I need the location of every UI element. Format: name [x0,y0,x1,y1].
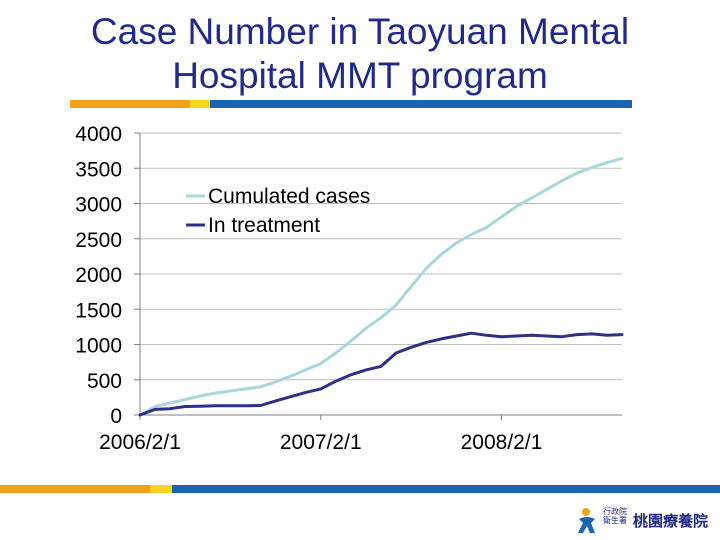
chart-gridlines [140,132,622,381]
y-tick-label: 3000 [75,194,122,217]
chart-legend: Cumulated cases In treatment [186,185,370,237]
y-tick-label: 500 [87,370,122,393]
x-tick-label: 2006/2/1 [99,431,181,454]
title-accent-bar-orange [70,100,190,108]
series-line-cumulated-cases [138,156,624,417]
logo-agency-line-1: 行政院 [603,507,627,516]
logo-hospital-name: 桃園療養院 [633,513,709,530]
y-tick-label: 2500 [75,229,122,252]
y-tick-label: 4000 [75,123,122,146]
legend-label-cumulated-cases: Cumulated cases [208,185,370,208]
x-tick-label: 2008/2/1 [461,431,543,454]
title-accent-bar-blue [210,100,632,108]
y-tick-label: 1500 [75,299,122,322]
y-tick-label: 2000 [75,264,122,287]
y-axis-tick-labels: 4000 3500 3000 2500 2000 1500 1000 500 0 [75,123,122,428]
footer-accent-bar-yellow [150,485,172,493]
logo-agency-text: 行政院 衛生署 [603,507,627,525]
footer-accent-bar-orange [0,485,150,493]
title-accent-bar-yellow [190,100,210,108]
x-tick-label: 2007/2/1 [280,431,362,454]
x-axis-tick-labels: 2006/2/1 2007/2/1 2008/2/1 [99,431,542,454]
slide-title-line-2: Hospital MMT program [172,55,548,96]
slide-title-line-1: Case Number in Taoyuan Mental [90,11,630,52]
hospital-logo-icon [578,508,595,533]
y-tick-label: 3500 [75,158,122,181]
series-line-in-treatment [138,331,624,417]
logo-agency-line-2: 衛生署 [603,516,627,525]
slide-title: Case Number in Taoyuan Mental Hospital M… [0,10,720,98]
chart-axes [134,132,622,420]
chart-series [138,156,624,417]
y-tick-label: 1000 [75,335,122,358]
y-tick-label: 0 [110,405,122,428]
footer-accent-bar-blue [172,485,720,493]
legend-label-in-treatment: In treatment [208,214,320,237]
